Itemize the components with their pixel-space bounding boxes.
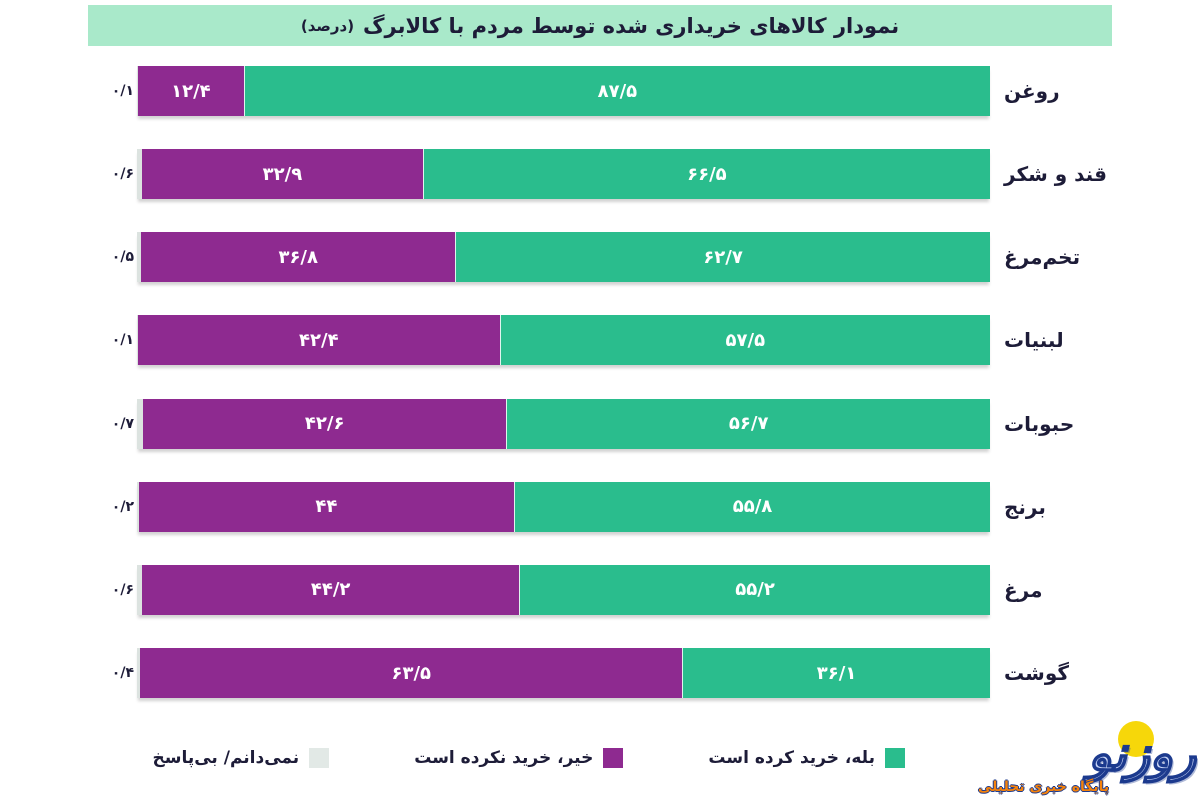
no-value-label: ۳۶/۸ xyxy=(278,246,318,268)
bar-segment-unknown xyxy=(137,66,138,116)
category-label: روغن xyxy=(1004,79,1060,103)
yes-value-label: ۶۶/۵ xyxy=(687,163,727,185)
no-value-label: ۱۲/۴ xyxy=(171,80,211,102)
bar-segment-unknown xyxy=(137,149,143,200)
category-label: گوشت xyxy=(1004,661,1070,686)
bar-row: ۰/۷ ۵۶/۷ ۴۲/۶ حبوبات xyxy=(0,398,1200,449)
bar-segment-no: ۴۴ xyxy=(138,481,515,532)
bar-segment-yes: ۶۶/۵ xyxy=(422,149,990,200)
bar-segment-unknown xyxy=(137,398,143,449)
bar-row: ۰/۵ ۶۲/۷ ۳۶/۸ تخم‌مرغ xyxy=(0,232,1200,283)
bar-row: ۰/۱ ۸۷/۵ ۱۲/۴ روغن xyxy=(0,66,1200,116)
bar-segment-no: ۳۶/۸ xyxy=(141,232,456,283)
category-label: مرغ xyxy=(1004,577,1043,602)
unknown-value-label: ۰/۲ xyxy=(111,498,134,515)
yes-value-label: ۸۷/۵ xyxy=(597,80,638,102)
no-value-label: ۶۳/۵ xyxy=(391,662,432,684)
bar-segment-no: ۴۴/۲ xyxy=(142,564,520,615)
unknown-value-label: ۰/۵ xyxy=(111,249,134,266)
bar-segment-no: ۴۲/۴ xyxy=(138,315,500,366)
bar-segment-yes: ۶۲/۷ xyxy=(455,232,990,283)
bar-segment-yes: ۵۵/۲ xyxy=(519,564,990,615)
unknown-value-label: ۰/۷ xyxy=(111,415,134,432)
yes-value-label: ۳۶/۱ xyxy=(816,662,857,684)
bar-segment-unknown xyxy=(137,232,142,283)
category-label: قند و شکر xyxy=(1004,162,1107,187)
category-label: لبنیات xyxy=(1004,328,1064,353)
bar-segment-yes: ۵۵/۸ xyxy=(514,481,990,532)
legend-item: خیر، خرید نکرده است xyxy=(414,748,624,768)
category-label: برنج xyxy=(1004,494,1046,519)
yes-value-label: ۵۵/۸ xyxy=(732,496,773,518)
yes-value-label: ۵۵/۲ xyxy=(735,579,775,601)
no-value-label: ۴۲/۶ xyxy=(304,413,345,435)
yes-value-label: ۶۲/۷ xyxy=(703,246,743,268)
bar-track: ۵۵/۲ ۴۴/۲ xyxy=(137,564,990,615)
bar-segment-no: ۳۲/۹ xyxy=(142,149,423,200)
category-label: تخم‌مرغ xyxy=(1004,245,1081,270)
unknown-value-label: ۰/۴ xyxy=(111,665,134,682)
chart-title: نمودار کالاهای خریداری شده توسط مردم با … xyxy=(363,13,900,38)
unknown-value-label: ۰/۱ xyxy=(111,332,134,349)
bar-segment-yes: ۵۷/۵ xyxy=(499,315,990,366)
legend-item: نمی‌دانم/ بی‌پاسخ xyxy=(153,748,330,768)
legend-item-label: خیر، خرید نکرده است xyxy=(414,748,594,768)
bar-row: ۰/۶ ۵۵/۲ ۴۴/۲ مرغ xyxy=(0,564,1200,615)
no-value-label: ۴۲/۴ xyxy=(299,329,339,351)
bar-segment-no: ۶۳/۵ xyxy=(140,648,683,699)
unknown-value-label: ۰/۶ xyxy=(111,581,134,598)
bar-track: ۸۷/۵ ۱۲/۴ xyxy=(137,66,990,116)
bar-row: ۰/۱ ۵۷/۵ ۴۲/۴ لبنیات xyxy=(0,315,1200,366)
bar-segment-yes: ۸۷/۵ xyxy=(243,66,990,116)
bar-track: ۶۶/۵ ۳۲/۹ xyxy=(137,149,990,200)
bar-row: ۰/۲ ۵۵/۸ ۴۴ برنج xyxy=(0,481,1200,532)
bar-segment-unknown xyxy=(137,481,139,532)
bar-track: ۶۲/۷ ۳۶/۸ xyxy=(137,232,990,283)
bar-track: ۵۵/۸ ۴۴ xyxy=(137,481,990,532)
yes-value-label: ۵۷/۵ xyxy=(725,329,766,351)
unknown-value-label: ۰/۶ xyxy=(111,166,134,183)
no-value-label: ۴۴ xyxy=(315,496,338,518)
bar-segment-unknown xyxy=(137,564,143,615)
bar-segment-unknown xyxy=(137,315,138,366)
legend: بله، خرید کرده است خیر، خرید نکرده است ن… xyxy=(153,742,905,774)
bar-segment-no: ۴۲/۶ xyxy=(142,398,507,449)
bar-segment-unknown xyxy=(137,648,141,699)
legend-swatch-icon xyxy=(885,748,905,768)
bar-track: ۵۷/۵ ۴۲/۴ xyxy=(137,315,990,366)
bar-segment-no: ۱۲/۴ xyxy=(138,66,244,116)
bar-row: ۰/۴ ۳۶/۱ ۶۳/۵ گوشت xyxy=(0,648,1200,699)
category-label: حبوبات xyxy=(1004,411,1075,436)
legend-swatch-icon xyxy=(603,748,624,768)
bar-track: ۳۶/۱ ۶۳/۵ xyxy=(137,648,990,699)
no-value-label: ۴۴/۲ xyxy=(310,579,351,601)
bar-segment-yes: ۵۶/۷ xyxy=(506,398,990,449)
yes-value-label: ۵۶/۷ xyxy=(728,413,769,435)
legend-item-label: نمی‌دانم/ بی‌پاسخ xyxy=(152,748,300,768)
bar-track: ۵۶/۷ ۴۲/۶ xyxy=(137,398,990,449)
unknown-value-label: ۰/۱ xyxy=(111,83,134,99)
bar-row: ۰/۶ ۶۶/۵ ۳۲/۹ قند و شکر xyxy=(0,149,1200,200)
chart-title-unit: (درصد) xyxy=(300,16,355,35)
legend-item-label: بله، خرید کرده است xyxy=(708,748,875,768)
no-value-label: ۳۲/۹ xyxy=(262,163,303,185)
chart-title-banner: نمودار کالاهای خریداری شده توسط مردم با … xyxy=(88,5,1112,46)
bar-segment-yes: ۳۶/۱ xyxy=(682,648,990,699)
legend-swatch-icon xyxy=(309,748,330,768)
legend-item: بله، خرید کرده است xyxy=(708,748,905,768)
